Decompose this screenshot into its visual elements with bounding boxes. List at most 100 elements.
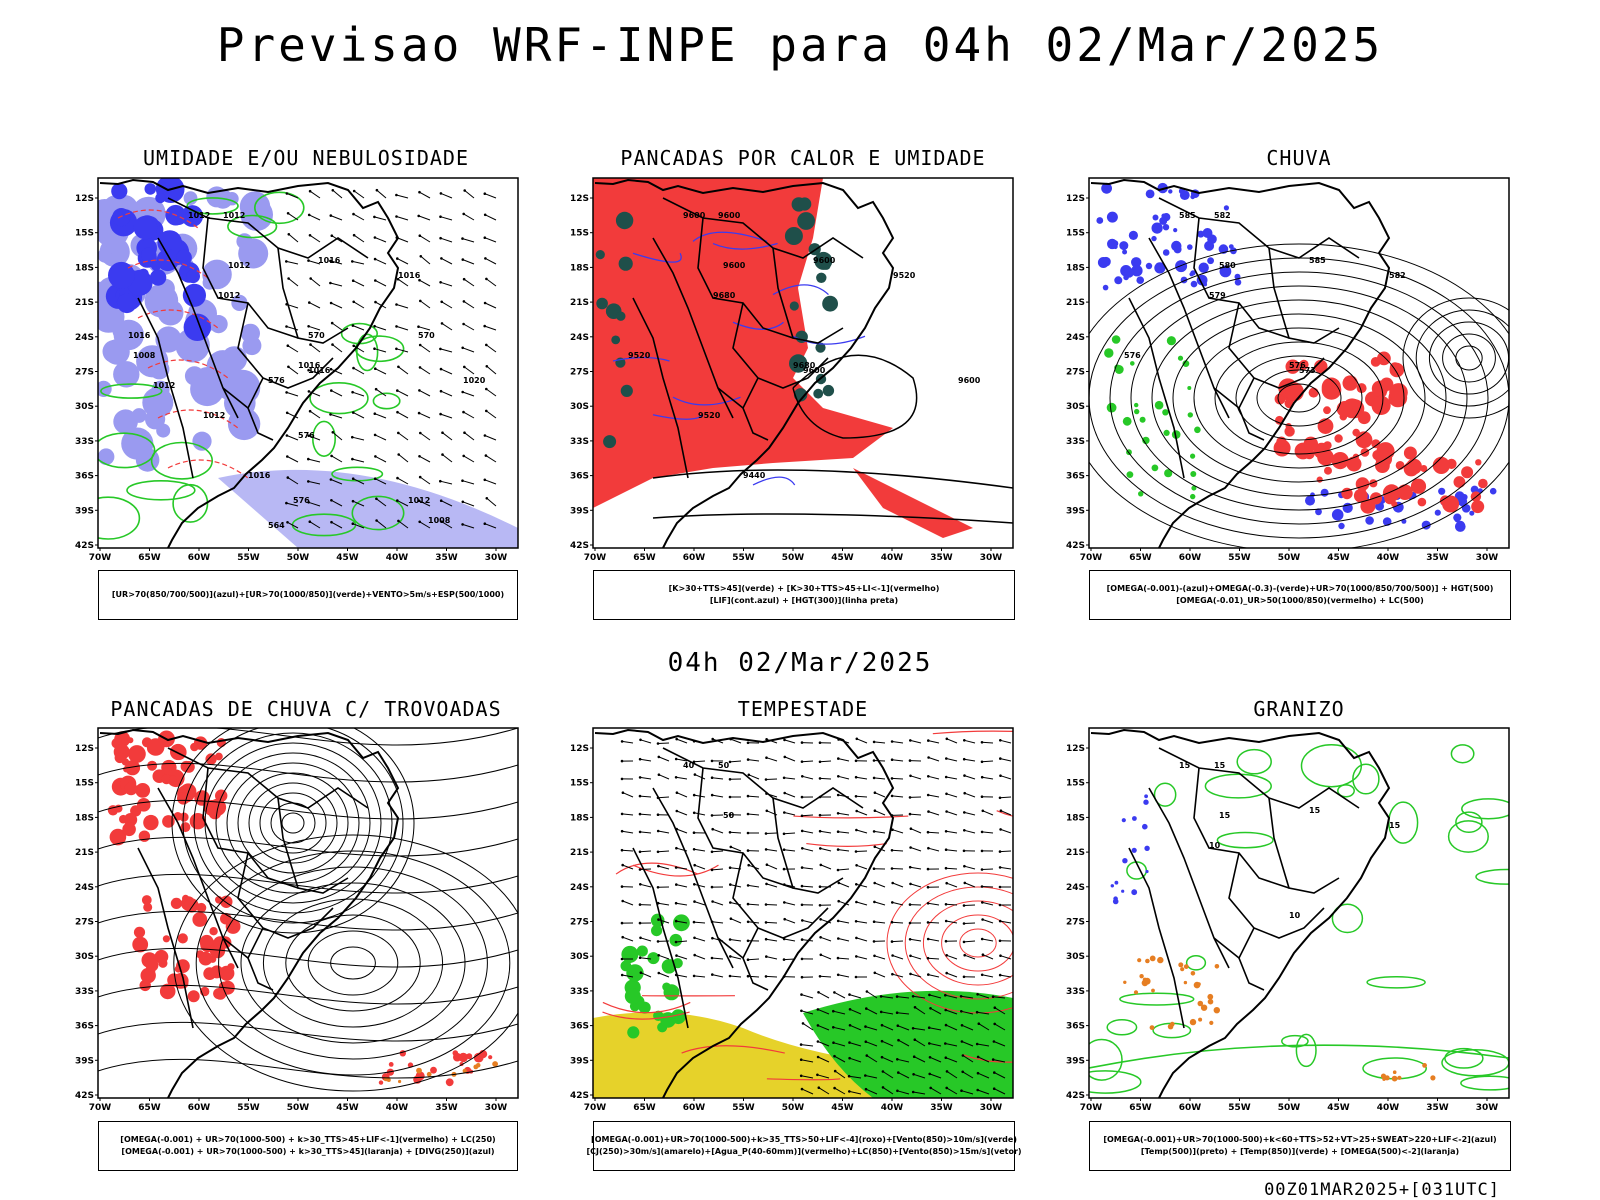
wind-vector [838,849,850,852]
wind-vector [802,847,814,852]
wind-area [627,1026,640,1039]
wind-vector-head [746,920,750,924]
state-border [1128,297,1185,479]
wind-vector-head [352,344,355,348]
lat-label: 39S [1066,506,1085,516]
wind-vector [945,867,958,870]
wind-vector-head [960,1089,963,1092]
wind-vector-head [927,810,930,813]
wind-vector-head [351,324,355,327]
contour-label: 1016 [308,366,331,375]
lat-label: 39S [75,506,94,516]
humidity-area [144,183,157,195]
wind-vector [376,189,387,199]
thunderstorm-area [430,1066,437,1074]
lon-label: 60W [1179,1103,1202,1113]
wind-vector-head [944,775,948,779]
omega-area [1438,487,1446,495]
wind-vector-head [890,920,894,924]
wind-vector [898,1039,910,1047]
wind-vector [849,1024,862,1031]
thunderstorm-area [143,814,159,831]
state-border [1213,387,1240,409]
thunderstorm-area [488,1055,493,1060]
lon-label: 70W [89,553,112,563]
humidity-contour [227,214,278,239]
wind-vector-head [396,257,399,260]
wind-vector [945,1043,958,1047]
wind-vector-head [638,776,642,779]
omega-area [1338,522,1345,530]
streamline [98,1021,518,1042]
lon-label: 35W [930,1103,953,1113]
wind-vector-head [656,813,660,816]
wind-vector [374,413,387,419]
wind-vector-head [909,846,912,849]
rain-area [1303,436,1318,451]
wind-vector-head [462,300,466,303]
wind-vector [1000,920,1012,924]
contour-line [307,930,399,996]
wind-vector-head [929,1086,932,1090]
contour-line [226,762,360,884]
wind-vector [962,1071,974,1079]
wind-vector-head [832,1041,835,1044]
wind-vector-head [945,954,948,957]
wind-vector [913,1091,926,1095]
humidity-contour [372,392,401,410]
lon-label: 30W [1476,553,1499,563]
map-svg: 40 505012S15S18S21S24S27S30S33S36S39S42S7… [570,727,1014,1113]
wind-vector [396,348,409,353]
wind-vector [999,850,1012,853]
lon-label: 60W [1179,553,1202,563]
wind-vector-head [890,758,894,761]
wind-vector [838,900,850,906]
wind-vector [837,868,850,871]
wind-vector [914,1006,926,1015]
wind-vector [874,741,886,744]
humidity-area [133,215,158,240]
lon-label: 55W [237,1103,260,1113]
lifted-index-contour [632,252,682,263]
wind-vector [657,742,670,744]
lat-label: 33S [570,437,589,447]
wind-vector [462,391,475,397]
omega-area [1131,257,1142,268]
wind-vector [946,830,958,834]
wind-vector [946,758,958,762]
wind-vector-head [926,937,930,941]
wind-vector [946,738,958,744]
wind-vector [892,973,904,978]
wind-vector-head [908,938,912,941]
temperature-850-contour [1204,773,1272,799]
contour-label: 570 [418,331,435,340]
legend-granizo: [OMEGA(-0.001)+UR>70(1000-500)+k<60+TTS>… [1089,1121,1511,1171]
wind-vector [784,739,796,744]
convective-area [595,250,605,260]
rain-area [1395,461,1405,470]
wind-vector-head [981,918,984,921]
wind-vector [929,1042,942,1047]
wind-vector [419,191,431,199]
lat-label: 42S [75,1091,94,1101]
thunderstorm-orange-area [462,1068,467,1073]
wind-vector-head [993,1071,996,1074]
wind-vector-head [960,1040,964,1043]
wind-vector [440,237,453,243]
wind-vector-head [783,917,786,921]
wind-vector [856,883,868,888]
thunderstorm-area [177,933,188,944]
lon-label: 70W [89,1103,112,1113]
temperature-850-contour [1461,798,1509,820]
wind-vector-head [963,811,966,814]
wind-vector-head [963,864,966,868]
wind-vector [621,849,634,852]
wind-vector [657,796,670,799]
map-panel-trovoadas: 12S 15S 18S 21S 24S 27S 30S 33S 36S 39S 42S 70W 65W 6… [75,727,519,1114]
humidity-contour [254,191,305,225]
map-layers: 9600 960096009600952096809680960095209600… [593,178,1013,548]
contour-label: 570 [308,331,325,340]
wind-vector-head [621,863,624,867]
omega-area [1173,228,1178,233]
wind-vector-head [417,499,421,503]
